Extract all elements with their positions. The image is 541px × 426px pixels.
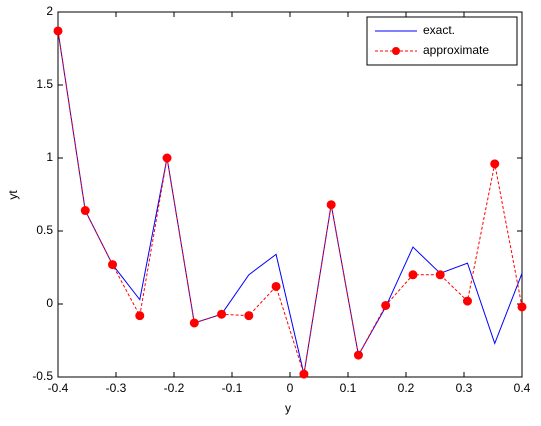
legend-label: exact. bbox=[423, 23, 455, 37]
marker bbox=[381, 300, 391, 310]
marker bbox=[271, 281, 281, 291]
marker bbox=[517, 302, 527, 312]
marker bbox=[80, 206, 90, 216]
marker bbox=[162, 153, 172, 163]
y-tick-label: 0 bbox=[46, 296, 53, 310]
marker bbox=[217, 309, 227, 319]
y-tick-label: 1 bbox=[46, 150, 53, 164]
plot-area bbox=[57, 11, 523, 378]
marker bbox=[244, 311, 254, 321]
y-tick-label: 1.5 bbox=[36, 77, 53, 91]
marker bbox=[326, 200, 336, 210]
y-axis-label: yt bbox=[6, 190, 20, 200]
legend-label: approximate bbox=[423, 43, 489, 57]
x-tick-label: 0 bbox=[287, 381, 294, 395]
y-tick-label: 0.5 bbox=[36, 223, 53, 237]
series-line bbox=[57, 30, 523, 375]
series-line bbox=[57, 30, 523, 375]
marker bbox=[299, 369, 309, 379]
marker bbox=[435, 270, 445, 280]
marker bbox=[408, 270, 418, 280]
x-tick-label: 0.2 bbox=[398, 381, 415, 395]
y-tick-label: 2 bbox=[46, 4, 53, 18]
x-tick-label: -0.2 bbox=[164, 381, 185, 395]
marker bbox=[108, 260, 118, 270]
x-tick-label: -0.4 bbox=[48, 381, 69, 395]
legend: exact. approximate bbox=[366, 16, 518, 66]
marker bbox=[353, 350, 363, 360]
legend-marker bbox=[392, 47, 400, 55]
x-tick-label: 0.1 bbox=[340, 381, 357, 395]
x-axis-label: y bbox=[285, 401, 291, 415]
x-tick-label: -0.3 bbox=[106, 381, 127, 395]
marker bbox=[490, 159, 500, 169]
x-tick-label: 0.3 bbox=[456, 381, 473, 395]
x-tick-label: 0.4 bbox=[514, 381, 531, 395]
y-tick-label: -0.5 bbox=[32, 369, 53, 383]
marker bbox=[53, 26, 63, 36]
legend-box bbox=[366, 16, 518, 66]
marker bbox=[189, 318, 199, 328]
x-tick-label: -0.1 bbox=[222, 381, 243, 395]
marker bbox=[462, 296, 472, 306]
marker bbox=[135, 311, 145, 321]
